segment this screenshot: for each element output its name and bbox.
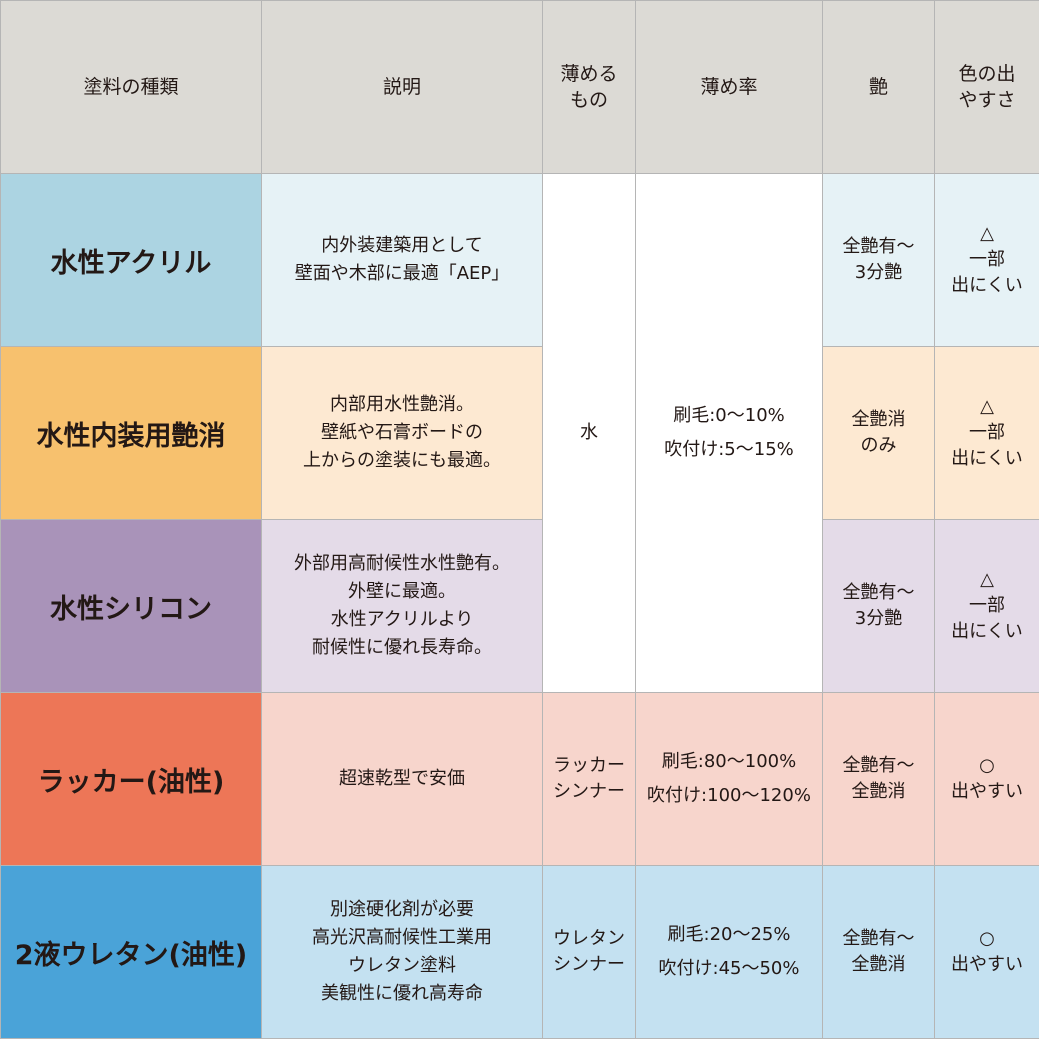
paint-name: 水性内装用艶消 xyxy=(0,346,262,520)
paint-name: 2液ウレタン(油性) xyxy=(0,865,262,1039)
ratio-cell: 刷毛:20〜25% 吹付け:45〜50% xyxy=(635,865,823,1039)
ratio-cell: 刷毛:0〜10% 吹付け:5〜15% xyxy=(635,173,823,693)
paint-description: 内外装建築用として 壁面や木部に最適「AEP」 xyxy=(261,173,543,347)
gloss-cell: 全艶消 のみ xyxy=(822,346,935,520)
header-description: 説明 xyxy=(261,0,543,174)
paint-description: 外部用高耐候性水性艶有。 外壁に最適。 水性アクリルより 耐候性に優れ長寿命。 xyxy=(261,519,543,693)
paint-name: ラッカー(油性) xyxy=(0,692,262,866)
color-ease-cell: △ 一部 出にくい xyxy=(934,519,1039,693)
header-gloss: 艶 xyxy=(822,0,935,174)
thinner-cell: ラッカー シンナー xyxy=(542,692,636,866)
table-row: 水性内装用艶消 内部用水性艶消。 壁紙や石膏ボードの 上からの塗装にも最適。 全… xyxy=(0,346,1039,520)
table-row: 水性アクリル 内外装建築用として 壁面や木部に最適「AEP」 水 刷毛:0〜10… xyxy=(0,173,1039,693)
header-thinning-ratio: 薄め率 xyxy=(635,0,823,174)
gloss-cell: 全艶有〜 3分艶 xyxy=(822,519,935,693)
thinner-cell: 水 xyxy=(542,173,636,693)
header-color-ease: 色の出 やすさ xyxy=(934,0,1039,174)
header-paint-type: 塗料の種類 xyxy=(0,0,262,174)
paint-description: 内部用水性艶消。 壁紙や石膏ボードの 上からの塗装にも最適。 xyxy=(261,346,543,520)
thinner-cell: ウレタン シンナー xyxy=(542,865,636,1039)
color-ease-cell: △ 一部 出にくい xyxy=(934,346,1039,520)
header-row: 塗料の種類 説明 薄める もの 薄め率 艶 色の出 やすさ xyxy=(0,0,1039,174)
ratio-cell: 刷毛:80〜100% 吹付け:100〜120% xyxy=(635,692,823,866)
color-ease-cell: ○ 出やすい xyxy=(934,865,1039,1039)
gloss-cell: 全艶有〜 全艶消 xyxy=(822,692,935,866)
paint-name: 水性シリコン xyxy=(0,519,262,693)
gloss-cell: 全艶有〜 全艶消 xyxy=(822,865,935,1039)
paint-description: 別途硬化剤が必要 高光沢高耐候性工業用 ウレタン塗料 美観性に優れ高寿命 xyxy=(261,865,543,1039)
color-ease-cell: △ 一部 出にくい xyxy=(934,173,1039,347)
paint-name: 水性アクリル xyxy=(0,173,262,347)
table-row: 2液ウレタン(油性) 別途硬化剤が必要 高光沢高耐候性工業用 ウレタン塗料 美観… xyxy=(0,865,1039,1039)
color-ease-cell: ○ 出やすい xyxy=(934,692,1039,866)
paint-description: 超速乾型で安価 xyxy=(261,692,543,866)
table-row: 水性シリコン 外部用高耐候性水性艶有。 外壁に最適。 水性アクリルより 耐候性に… xyxy=(0,519,1039,693)
header-thinner: 薄める もの xyxy=(542,0,636,174)
table-row: ラッカー(油性) 超速乾型で安価 ラッカー シンナー 刷毛:80〜100% 吹付… xyxy=(0,692,1039,866)
gloss-cell: 全艶有〜 3分艶 xyxy=(822,173,935,347)
